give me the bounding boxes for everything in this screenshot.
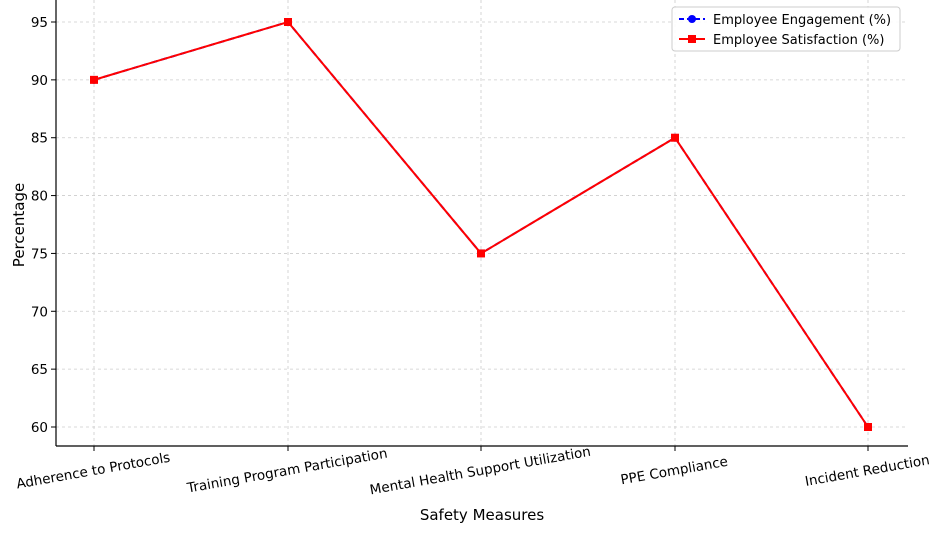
axes bbox=[55, 0, 908, 447]
series bbox=[90, 18, 872, 431]
y-tick-label: 75 bbox=[31, 246, 48, 262]
x-tick-label: Adherence to Protocols bbox=[15, 450, 171, 493]
ticks: 60 65 70 75 80 85 90 95 Adherence to Protocols Tr… bbox=[15, 15, 931, 498]
legend-label-satisfaction: Employee Satisfaction (%) bbox=[713, 33, 884, 48]
data-point-1 bbox=[477, 249, 485, 258]
legend-marker-engagement bbox=[688, 15, 696, 23]
y-tick-label: 80 bbox=[31, 189, 48, 205]
legend-label-engagement: Employee Engagement (%) bbox=[713, 13, 891, 28]
data-point-1 bbox=[864, 423, 872, 431]
data-point-1 bbox=[671, 133, 679, 142]
legend-marker-satisfaction bbox=[688, 35, 696, 43]
x-axis-title: Safety Measures bbox=[420, 506, 544, 524]
y-axis-title: Percentage bbox=[10, 183, 28, 267]
y-tick-label: 70 bbox=[31, 304, 48, 320]
x-tick-label: PPE Compliance bbox=[619, 454, 729, 489]
x-tick-label: Incident Reduction bbox=[804, 452, 931, 490]
data-point-1 bbox=[284, 18, 292, 26]
data-point-1 bbox=[90, 75, 98, 84]
y-tick-label: 60 bbox=[31, 420, 48, 436]
y-tick-label: 95 bbox=[31, 15, 48, 31]
x-tick-label: Training Program Participation bbox=[185, 446, 389, 497]
y-tick-label: 65 bbox=[31, 362, 48, 378]
y-tick-label: 85 bbox=[31, 131, 48, 147]
legend-box bbox=[671, 6, 901, 52]
grid bbox=[56, 0, 908, 446]
legend: Employee Engagement (%) Employee Satisfa… bbox=[671, 6, 901, 52]
x-tick-label: Mental Health Support Utilization bbox=[369, 444, 592, 499]
y-tick-label: 90 bbox=[31, 73, 48, 89]
